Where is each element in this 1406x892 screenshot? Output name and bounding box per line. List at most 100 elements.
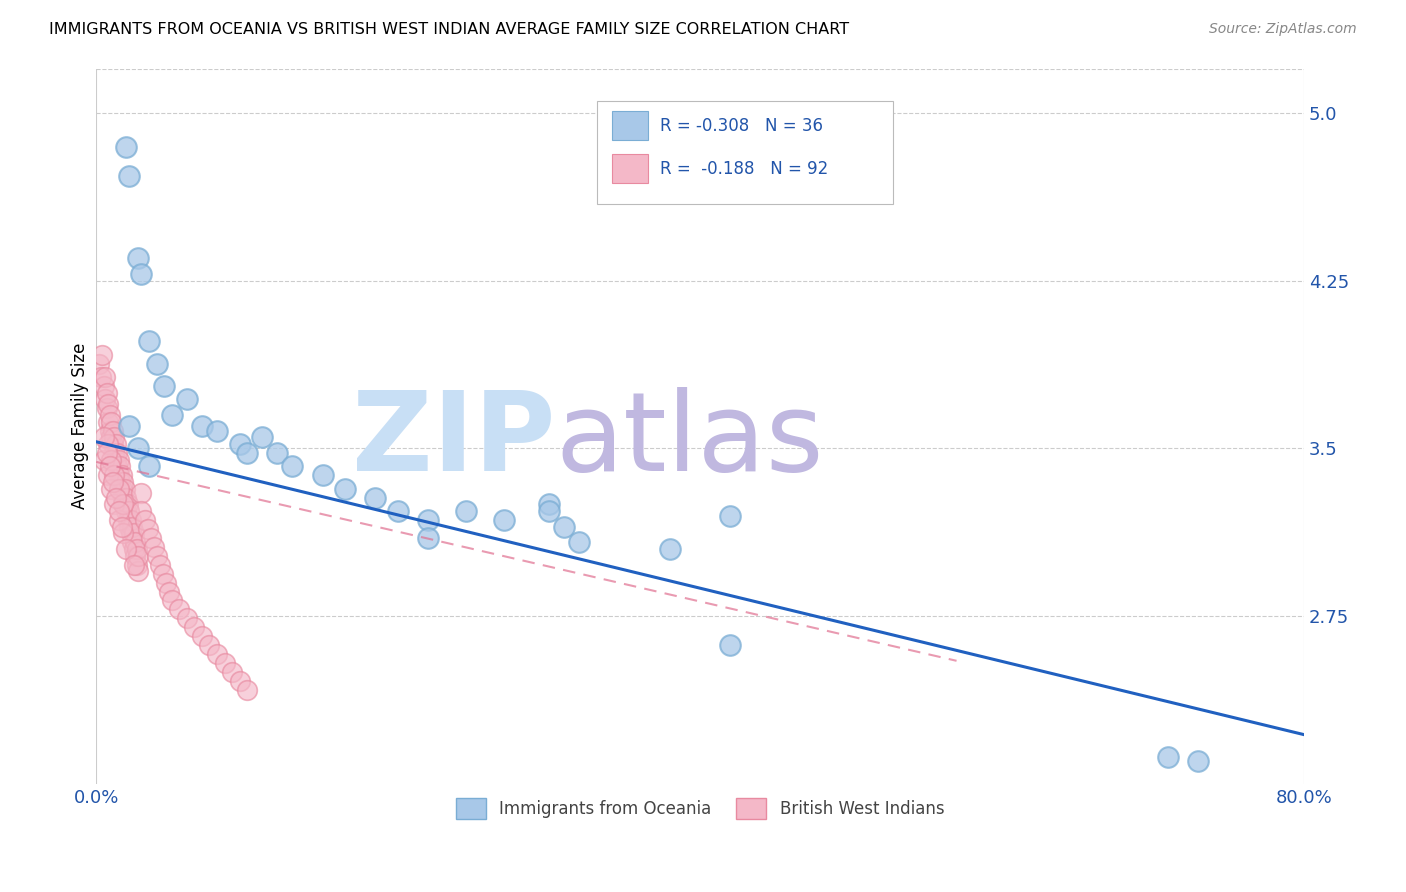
Point — [96, 446, 118, 460]
Point — [96, 401, 118, 416]
Point — [266, 446, 288, 460]
Point — [157, 584, 180, 599]
Point — [97, 437, 120, 451]
Point — [97, 415, 120, 429]
Point — [103, 497, 125, 511]
Bar — [612, 112, 648, 140]
Point — [115, 542, 138, 557]
Text: IMMIGRANTS FROM OCEANIA VS BRITISH WEST INDIAN AVERAGE FAMILY SIZE CORRELATION C: IMMIGRANTS FROM OCEANIA VS BRITISH WEST … — [49, 22, 849, 37]
Point — [110, 459, 132, 474]
Point — [145, 357, 167, 371]
Point — [111, 519, 134, 533]
Point — [127, 565, 149, 579]
Point — [136, 522, 159, 536]
Point — [122, 558, 145, 572]
Point — [122, 542, 145, 557]
Point — [89, 357, 111, 371]
Point — [111, 468, 134, 483]
Point — [97, 397, 120, 411]
Point — [105, 459, 128, 474]
Point — [553, 519, 575, 533]
Point — [108, 513, 131, 527]
Point — [104, 437, 127, 451]
Point — [112, 475, 135, 489]
Bar — [612, 154, 648, 183]
Point — [205, 647, 228, 661]
Point — [117, 497, 139, 511]
Point — [121, 535, 143, 549]
Point — [118, 519, 141, 533]
Point — [91, 348, 114, 362]
Point — [115, 491, 138, 505]
Point — [105, 446, 128, 460]
Point — [149, 558, 172, 572]
Point — [101, 437, 124, 451]
Point — [537, 504, 560, 518]
Point — [108, 482, 131, 496]
Point — [335, 482, 357, 496]
Point — [155, 575, 177, 590]
Text: atlas: atlas — [555, 387, 824, 494]
Point — [1187, 755, 1209, 769]
Point — [118, 419, 141, 434]
Point — [108, 468, 131, 483]
Point — [108, 452, 131, 467]
Point — [114, 482, 136, 496]
Point — [120, 513, 142, 527]
Point — [418, 513, 440, 527]
Point — [112, 497, 135, 511]
Point — [94, 392, 117, 407]
Point — [98, 408, 121, 422]
Point — [191, 419, 214, 434]
Point — [110, 475, 132, 489]
Point — [98, 459, 121, 474]
Point — [100, 452, 122, 467]
Point — [118, 169, 141, 183]
Point — [104, 452, 127, 467]
Point — [131, 486, 153, 500]
Point — [103, 446, 125, 460]
Point — [96, 385, 118, 400]
Point — [658, 542, 681, 557]
Point — [176, 611, 198, 625]
Point — [115, 140, 138, 154]
Point — [418, 531, 440, 545]
Point — [101, 475, 124, 489]
Point — [139, 531, 162, 545]
Point — [160, 593, 183, 607]
Point — [537, 497, 560, 511]
Point — [131, 504, 153, 518]
Point — [115, 504, 138, 518]
Point — [1157, 750, 1180, 764]
Legend: Immigrants from Oceania, British West Indians: Immigrants from Oceania, British West In… — [449, 792, 950, 825]
Point — [121, 519, 143, 533]
Point — [311, 468, 333, 483]
Point — [138, 459, 160, 474]
Point — [718, 508, 741, 523]
Point — [153, 379, 176, 393]
Point — [205, 424, 228, 438]
Point — [93, 430, 115, 444]
Point — [127, 252, 149, 266]
Point — [98, 424, 121, 438]
Point — [114, 497, 136, 511]
Point — [100, 430, 122, 444]
Text: ZIP: ZIP — [352, 387, 555, 494]
Point — [104, 491, 127, 505]
FancyBboxPatch shape — [598, 101, 893, 204]
Point — [183, 620, 205, 634]
Point — [160, 408, 183, 422]
Point — [103, 430, 125, 444]
Point — [108, 504, 131, 518]
Point — [125, 558, 148, 572]
Point — [127, 442, 149, 456]
Point — [131, 267, 153, 281]
Point — [118, 504, 141, 518]
Point — [221, 665, 243, 679]
Point — [145, 549, 167, 563]
Point — [198, 638, 221, 652]
Text: Source: ZipAtlas.com: Source: ZipAtlas.com — [1209, 22, 1357, 37]
Point — [718, 638, 741, 652]
Point — [228, 437, 250, 451]
Point — [142, 540, 165, 554]
